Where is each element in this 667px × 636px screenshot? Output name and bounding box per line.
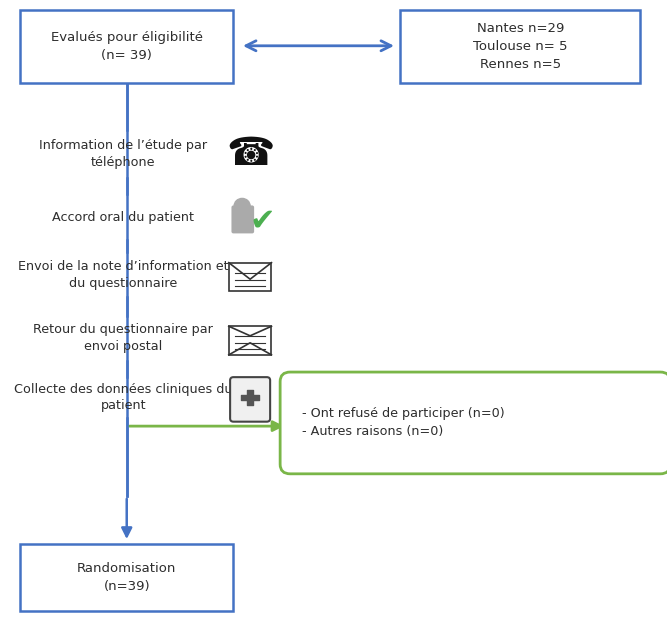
- Text: Accord oral du patient: Accord oral du patient: [53, 211, 194, 224]
- FancyBboxPatch shape: [280, 372, 667, 474]
- Text: ☎: ☎: [226, 135, 274, 173]
- FancyBboxPatch shape: [229, 326, 271, 355]
- Text: - Ont refusé de participer (n=0)
- Autres raisons (n=0): - Ont refusé de participer (n=0) - Autre…: [302, 408, 505, 438]
- FancyBboxPatch shape: [400, 10, 640, 83]
- Text: Nantes n=29
Toulouse n= 5
Rennes n=5: Nantes n=29 Toulouse n= 5 Rennes n=5: [473, 22, 568, 71]
- FancyBboxPatch shape: [230, 377, 270, 422]
- FancyBboxPatch shape: [229, 263, 271, 291]
- Text: Evalués pour éligibilité
(n= 39): Evalués pour éligibilité (n= 39): [51, 31, 203, 62]
- Text: Envoi de la note d’information et
du questionnaire: Envoi de la note d’information et du que…: [18, 259, 229, 290]
- FancyBboxPatch shape: [20, 544, 233, 611]
- Text: Randomisation
(n=39): Randomisation (n=39): [77, 562, 176, 593]
- Circle shape: [234, 198, 250, 214]
- FancyBboxPatch shape: [20, 10, 233, 83]
- Text: Retour du questionnaire par
envoi postal: Retour du questionnaire par envoi postal: [33, 323, 213, 354]
- FancyBboxPatch shape: [231, 205, 254, 233]
- Text: Information de l’étude par
téléphone: Information de l’étude par téléphone: [39, 139, 207, 169]
- Text: Collecte des données cliniques du
patient: Collecte des données cliniques du patien…: [14, 382, 233, 413]
- Text: ✔: ✔: [249, 206, 275, 235]
